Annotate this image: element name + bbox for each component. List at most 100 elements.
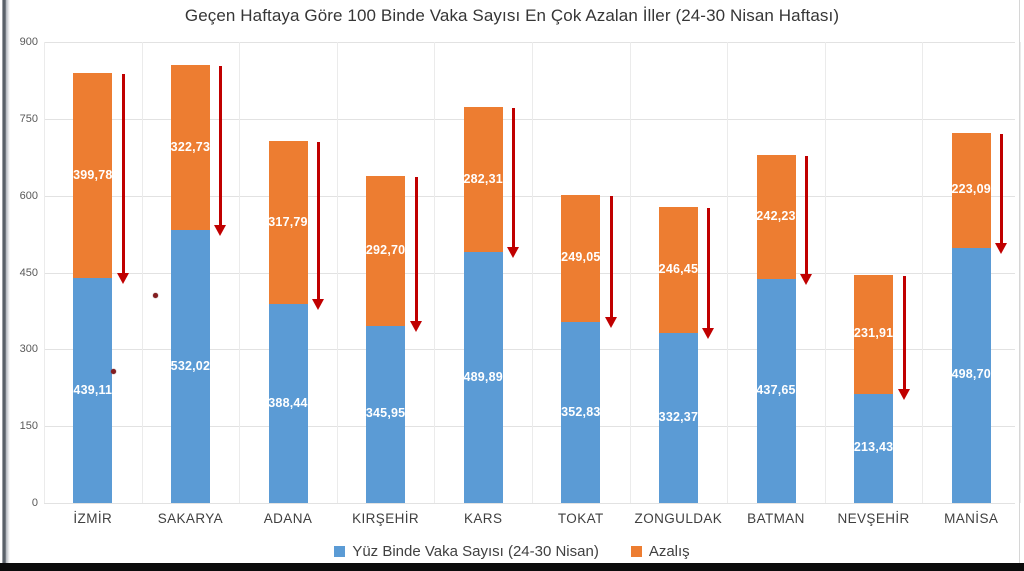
decrease-arrow-head <box>702 327 715 339</box>
legend-item-vaka: Yüz Binde Vaka Sayısı (24-30 Nisan) <box>334 543 599 560</box>
bar-segment-azalis <box>756 154 796 279</box>
x-gridline <box>727 42 729 503</box>
decrease-arrow-head <box>995 242 1008 254</box>
y-axis-tick-label: 450 <box>19 266 38 279</box>
bar-segment-azalis <box>951 133 991 248</box>
window-right-border <box>1019 0 1020 571</box>
decrease-arrow-stem <box>512 108 516 251</box>
bar-label-vaka: 437,65 <box>756 382 796 397</box>
bar-segment-azalis <box>366 175 406 326</box>
x-axis-category-label: ZONGULDAK <box>634 511 723 526</box>
legend-swatch-azalis-icon <box>630 546 642 557</box>
stray-dot <box>111 369 116 374</box>
bar-segment-azalis <box>463 107 503 253</box>
decrease-arrow-head <box>116 273 129 285</box>
bar-label-vaka: 388,44 <box>268 395 308 410</box>
decrease-arrow-stem <box>219 66 223 229</box>
bar-label-azalis: 322,73 <box>170 139 211 154</box>
bar-label-vaka: 532,02 <box>170 358 211 373</box>
bar-segment-vaka <box>268 304 308 503</box>
bar-segment-vaka <box>463 252 503 503</box>
decrease-arrow-icon <box>507 108 520 259</box>
legend-swatch-vaka-icon <box>334 546 346 557</box>
bar-label-azalis: 292,70 <box>365 242 406 257</box>
x-gridline <box>1020 42 1021 503</box>
x-gridline <box>824 42 826 503</box>
legend-item-azalis: Azalış <box>630 543 690 560</box>
decrease-arrow-head <box>800 273 812 285</box>
bar-label-vaka: 489,89 <box>463 369 503 384</box>
bar-segment-vaka <box>366 325 406 503</box>
bar-segment-vaka <box>756 278 796 503</box>
decrease-arrow-stem <box>707 207 711 331</box>
legend-label-azalis: Azalış <box>648 543 690 560</box>
bar-label-azalis: 242,23 <box>756 208 796 223</box>
x-axis-category-label: MANİSA <box>944 511 999 526</box>
bar-label-vaka: 345,95 <box>365 406 406 421</box>
y-gridline <box>44 349 1015 351</box>
bar-label-vaka: 352,83 <box>561 404 601 419</box>
y-axis-tick-label: 750 <box>19 112 38 125</box>
decrease-arrow-icon <box>897 275 911 400</box>
y-axis-tick-label: 900 <box>19 36 38 48</box>
x-axis-category-label: TOKAT <box>557 511 604 526</box>
decrease-arrow-icon <box>409 176 423 332</box>
bar-label-vaka: 332,37 <box>658 409 699 424</box>
x-gridline <box>532 42 533 503</box>
bar-label-azalis: 246,45 <box>658 261 699 276</box>
decrease-arrow-stem <box>414 176 418 324</box>
bar-label-azalis: 317,79 <box>268 214 308 229</box>
legend: Yüz Binde Vaka Sayısı (24-30 Nisan) Azal… <box>0 543 1024 560</box>
y-gridline <box>44 272 1015 274</box>
bar-label-vaka: 439,11 <box>73 382 113 397</box>
bar-label-azalis: 231,91 <box>853 326 894 341</box>
decrease-arrow-icon <box>702 207 715 339</box>
y-gridline <box>44 42 1015 43</box>
y-gridline <box>44 503 1015 504</box>
y-gridline <box>44 118 1015 120</box>
x-gridline <box>922 42 924 503</box>
decrease-arrow-head <box>409 320 422 332</box>
x-gridline <box>239 42 241 503</box>
decrease-arrow-stem <box>121 74 125 277</box>
y-axis-tick-label: 300 <box>19 343 38 356</box>
bar-segment-vaka <box>170 230 210 503</box>
decrease-arrow-head <box>604 317 617 329</box>
bar-label-azalis: 249,05 <box>561 250 601 265</box>
decrease-arrow-icon <box>800 155 813 285</box>
bar-segment-azalis <box>658 206 698 333</box>
y-gridline <box>44 426 1015 428</box>
x-gridline <box>434 42 436 503</box>
decrease-arrow-head <box>507 247 520 259</box>
decrease-arrow-stem <box>609 195 613 321</box>
x-axis-category-label: SAKARYA <box>157 511 224 526</box>
decrease-arrow-stem <box>902 275 906 392</box>
decrease-arrow-stem <box>805 155 808 277</box>
y-gridline <box>44 195 1015 197</box>
x-axis-category-label: İZMİR <box>73 511 113 526</box>
y-axis-tick-label: 150 <box>19 420 38 433</box>
decrease-arrow-head <box>897 388 910 400</box>
y-axis-tick-label: 0 <box>31 497 38 509</box>
bar-label-vaka: 498,70 <box>951 367 991 382</box>
x-axis-category-label: KIRŞEHİR <box>352 511 420 526</box>
bar-segment-vaka <box>658 332 698 503</box>
decrease-arrow-icon <box>214 66 227 237</box>
x-axis-category-label: ADANA <box>263 511 313 526</box>
x-axis-category-label: BATMAN <box>747 511 805 526</box>
bar-label-azalis: 223,09 <box>951 182 991 197</box>
window-bottom-bar <box>0 563 1024 571</box>
x-axis-category-label: KARS <box>463 511 503 526</box>
y-axis-tick-label: 600 <box>19 189 38 202</box>
bar-segment-azalis <box>268 141 308 305</box>
bar-segment-vaka <box>561 322 601 503</box>
bar-segment-azalis <box>854 274 894 394</box>
window-left-edge <box>0 0 10 571</box>
decrease-arrow-icon <box>995 134 1008 254</box>
chart-title: Geçen Haftaya Göre 100 Binde Vaka Sayısı… <box>184 6 840 25</box>
bar-segment-vaka <box>73 278 113 503</box>
x-gridline <box>336 42 338 503</box>
bar-segment-vaka <box>951 247 991 503</box>
x-gridline <box>44 42 45 503</box>
